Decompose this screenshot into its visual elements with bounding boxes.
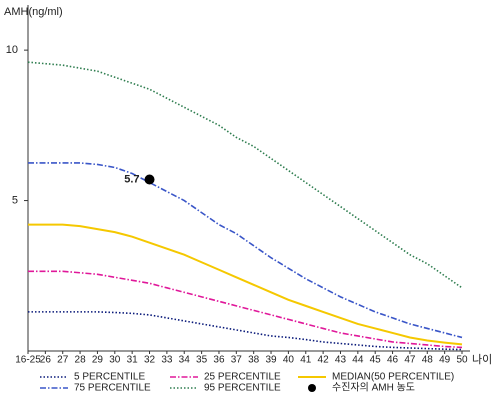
x-tick-label: 48 [422, 355, 434, 366]
legend-label: 수진자의 AMH 농도 [332, 382, 415, 394]
legend-label: 95 PERCENTILE [204, 383, 281, 394]
x-tick-label: 44 [352, 355, 364, 366]
x-tick-label: 29 [92, 355, 104, 366]
series-line [28, 223, 463, 346]
x-tick-label: 30 [109, 355, 121, 366]
x-tick-label: 28 [75, 355, 87, 366]
x-axis-label: 나이 [472, 353, 492, 366]
series-line [28, 162, 463, 339]
x-tick-label: 39 [265, 355, 277, 366]
y-tick-label: 5 [12, 194, 18, 206]
x-tick-label: 34 [179, 355, 191, 366]
legend-label: 5 PERCENTILE [74, 372, 145, 383]
y-axis-label: AMH(ng/ml) [4, 6, 63, 18]
y-tick-label: 10 [6, 44, 18, 56]
x-tick-label: 47 [404, 355, 416, 366]
x-tick-label: 32 [144, 355, 156, 366]
x-tick-label: 49 [439, 355, 451, 366]
x-tick-label: 27 [57, 355, 69, 366]
x-tick-label: 41 [300, 355, 312, 366]
x-tick-label: 33 [161, 355, 173, 366]
legend-label: MEDIAN(50 PERCENTILE) [332, 372, 454, 383]
x-tick-label: 46 [387, 355, 399, 366]
x-tick-label: 16-25 [15, 355, 41, 366]
x-tick-label: 36 [213, 355, 225, 366]
x-tick-label: 37 [231, 355, 243, 366]
x-tick-label: 40 [283, 355, 295, 366]
series-line [28, 311, 463, 351]
marker-point [144, 174, 155, 185]
x-tick-label: 50 [456, 355, 468, 366]
legend-label: 25 PERCENTILE [204, 372, 281, 383]
series-line [27, 61, 463, 289]
legend-label: 75 PERCENTILE [74, 383, 151, 394]
x-tick-label: 35 [196, 355, 208, 366]
x-tick-label: 45 [370, 355, 382, 366]
series-line [28, 270, 463, 349]
x-tick-label: 31 [127, 355, 139, 366]
x-tick-label: 43 [335, 355, 347, 366]
x-tick-label: 38 [248, 355, 260, 366]
x-tick-label: 42 [318, 355, 330, 366]
legend-marker [308, 384, 316, 392]
marker-label: 5.7 [124, 173, 139, 185]
x-tick-label: 26 [40, 355, 52, 366]
